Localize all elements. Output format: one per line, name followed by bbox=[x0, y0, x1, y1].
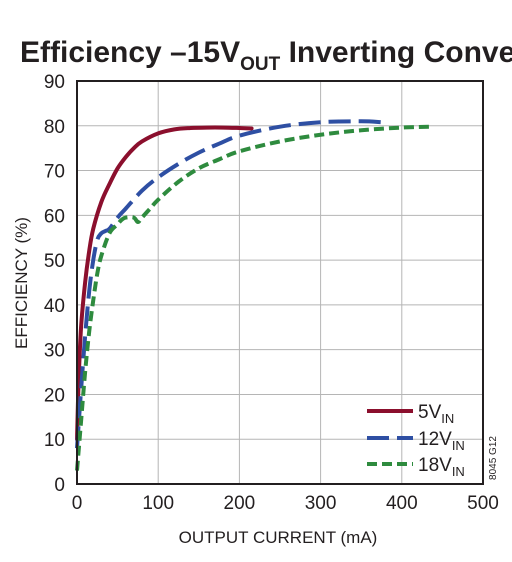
y-axis-label: EFFICIENCY (%) bbox=[12, 217, 31, 349]
chart-title-subscript: OUT bbox=[240, 54, 281, 75]
y-tick-label: 90 bbox=[44, 72, 65, 93]
x-tick-label: 400 bbox=[386, 493, 418, 514]
y-tick-label: 50 bbox=[44, 251, 65, 272]
x-tick-label: 200 bbox=[224, 493, 256, 514]
legend-label-5v-in: 5VIN bbox=[418, 402, 454, 426]
y-tick-label: 0 bbox=[54, 475, 65, 496]
legend-label-18v-in: 18VIN bbox=[418, 455, 465, 479]
y-tick-label: 30 bbox=[44, 341, 65, 362]
x-tick-label: 500 bbox=[467, 493, 499, 514]
grid bbox=[77, 81, 483, 484]
x-tick-label: 0 bbox=[72, 493, 83, 514]
tick-labels: 0 100 200 300 400 500 0 10 20 30 40 50 60 70 80 90 bbox=[44, 72, 499, 514]
series-line-12v-in bbox=[75, 119, 382, 449]
y-tick-label: 60 bbox=[44, 206, 65, 227]
legend-label-12v-in: 12VIN bbox=[418, 429, 465, 453]
plot-area bbox=[75, 119, 431, 471]
series-line-18v-in bbox=[75, 124, 431, 471]
y-tick-label: 10 bbox=[44, 430, 65, 451]
x-axis-label: OUTPUT CURRENT (mA) bbox=[179, 528, 378, 547]
figure-code: 8045 G12 bbox=[488, 436, 499, 480]
series-line-5v-in bbox=[75, 125, 254, 442]
x-tick-label: 100 bbox=[142, 493, 174, 514]
chart-title-main: Efficiency –15V bbox=[20, 36, 240, 69]
x-tick-label: 300 bbox=[305, 493, 337, 514]
y-tick-label: 20 bbox=[44, 385, 65, 406]
chart-title: Efficiency –15VOUT Inverting Converter bbox=[20, 36, 512, 75]
y-tick-label: 70 bbox=[44, 162, 65, 183]
chart-title-rest: Inverting Converter bbox=[280, 36, 512, 69]
plot-frame bbox=[76, 80, 484, 485]
y-tick-label: 40 bbox=[44, 296, 65, 317]
y-tick-label: 80 bbox=[44, 117, 65, 138]
